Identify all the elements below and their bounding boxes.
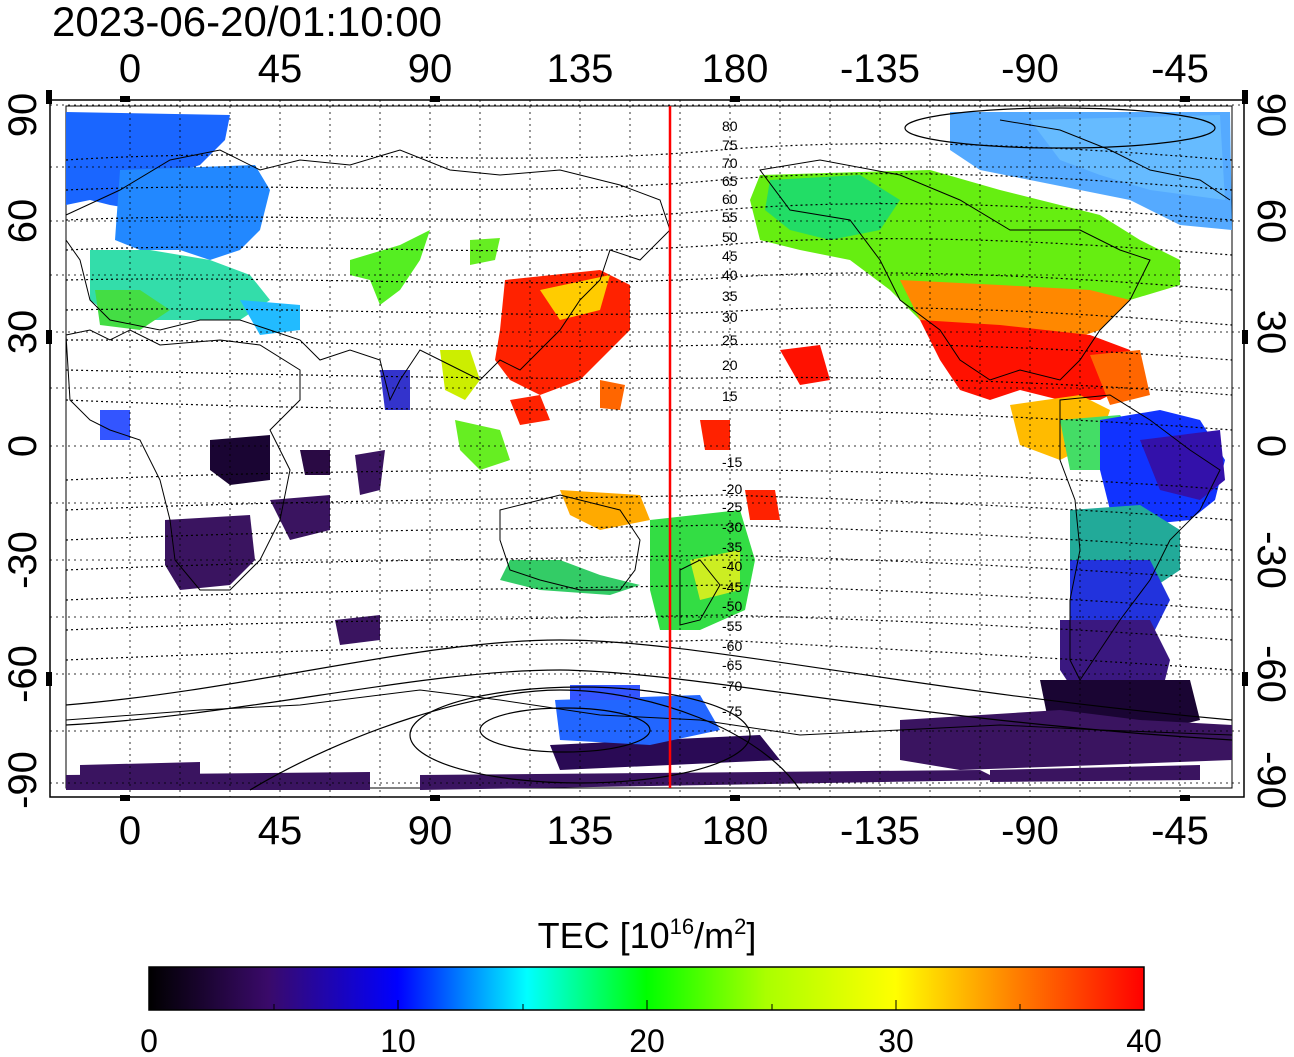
timestamp-title: 2023-06-20/01:10:00 (52, 0, 442, 45)
lat-tick-label: -60 (1249, 645, 1293, 703)
contour-label: -30 (722, 519, 742, 535)
lat-tick-label: -60 (1, 645, 45, 703)
contour-label: 25 (722, 332, 738, 348)
lon-tick-label: 90 (408, 809, 453, 853)
contour-label: 55 (722, 209, 738, 225)
lon-tick-label: 90 (408, 47, 453, 91)
contour-label: 50 (722, 229, 738, 245)
colorbar-ticks: 0 10 20 30 40 (140, 1023, 1162, 1057)
lat-tick-label: -90 (1249, 751, 1293, 809)
lat-tick-label: 30 (1249, 310, 1293, 355)
lon-tick-label: 0 (119, 47, 141, 91)
contour-label: -75 (722, 703, 742, 719)
contour-label: -65 (722, 657, 742, 673)
lat-tick-label: 30 (1, 310, 45, 355)
colorbar-tick-label: 20 (629, 1023, 665, 1057)
contour-label: -15 (722, 454, 742, 470)
contour-label: 75 (722, 137, 738, 153)
lat-tick-label: 60 (1249, 199, 1293, 244)
lon-tick-label: 45 (258, 809, 303, 853)
contour-label: 40 (722, 267, 738, 283)
lat-tick-label: -30 (1, 531, 45, 589)
lat-tick-label: -30 (1249, 531, 1293, 589)
lat-tick-label: 0 (1249, 435, 1293, 457)
contour-label: -55 (722, 618, 742, 634)
colorbar-minor-ticks (273, 1000, 1021, 1010)
lon-tick-label: -135 (840, 809, 920, 853)
lat-tick-label: 0 (1, 435, 45, 457)
magnetic-contours (65, 143, 1233, 671)
contour-label: -70 (722, 678, 742, 694)
contour-label: -35 (722, 539, 742, 555)
frame-tick-bars (46, 90, 1248, 801)
lat-tick-label: 90 (1249, 93, 1293, 138)
contour-label: -25 (722, 499, 742, 515)
colorbar-title: TEC [1016/m2] (538, 914, 757, 956)
contour-label: 20 (722, 357, 738, 373)
contour-label: 45 (722, 248, 738, 264)
lat-tick-label: -90 (1, 751, 45, 809)
lat-tick-label: 60 (1, 199, 45, 244)
contour-label: 65 (722, 173, 738, 189)
contour-label: -40 (722, 558, 742, 574)
lon-tick-label: 180 (702, 47, 769, 91)
lon-axis-top: 0 45 90 135 180 -135 -90 -45 (119, 47, 1209, 91)
lon-tick-label: -45 (1151, 47, 1209, 91)
contour-label: 60 (722, 191, 738, 207)
colorbar-tick-label: 30 (878, 1023, 914, 1057)
lon-tick-label: 45 (258, 47, 303, 91)
colorbar-tick-label: 10 (380, 1023, 416, 1057)
contour-labels: 80 75 70 65 60 55 50 45 40 35 30 25 20 1… (722, 118, 742, 719)
lon-tick-label: 0 (119, 809, 141, 853)
lon-tick-label: -90 (1001, 809, 1059, 853)
graticule (50, 100, 1244, 797)
contour-label: 70 (722, 155, 738, 171)
lon-tick-label: 135 (547, 47, 614, 91)
southern-contours (65, 107, 1233, 791)
colorbar-tick-label: 40 (1126, 1023, 1162, 1057)
contour-label: 35 (722, 288, 738, 304)
tec-data-layer (66, 112, 1232, 790)
lat-axis-left: 90 60 30 0 -30 -60 -90 (1, 93, 45, 809)
lat-axis-right: 90 60 30 0 -30 -60 -90 (1249, 93, 1293, 809)
contour-label: 80 (722, 118, 738, 134)
lon-tick-label: -90 (1001, 47, 1059, 91)
map-inner-frame (65, 105, 1233, 789)
contour-label: -50 (722, 598, 742, 614)
lon-axis-bottom: 0 45 90 135 180 -135 -90 -45 (119, 809, 1209, 853)
contour-label: -45 (722, 579, 742, 595)
map-panel: 80 75 70 65 60 55 50 45 40 35 30 25 20 1… (46, 90, 1248, 801)
contour-label: 30 (722, 309, 738, 325)
colorbar-tick-label: 0 (140, 1023, 158, 1057)
lon-tick-label: -45 (1151, 809, 1209, 853)
contour-label: -20 (722, 481, 742, 497)
lon-tick-label: -135 (840, 47, 920, 91)
contour-label: 15 (722, 388, 738, 404)
coastlines (65, 119, 1233, 736)
lat-tick-label: 90 (1, 93, 45, 138)
lon-tick-label: 135 (547, 809, 614, 853)
lon-tick-label: 180 (702, 809, 769, 853)
contour-label: -60 (722, 638, 742, 654)
